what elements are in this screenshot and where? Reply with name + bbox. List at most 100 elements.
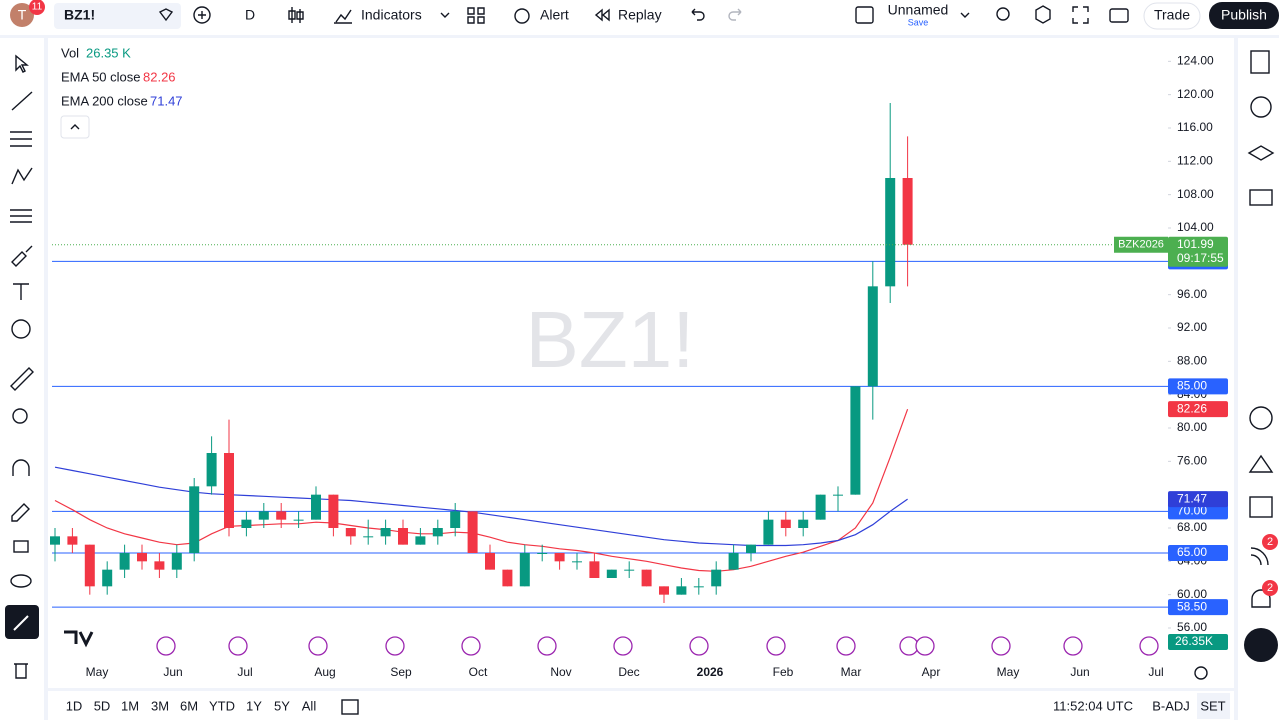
legend-vol-value: 26.35 K xyxy=(86,45,131,60)
candle-body xyxy=(415,536,426,545)
candle-body xyxy=(102,569,113,587)
fib-tool[interactable] xyxy=(10,131,32,147)
range-button[interactable]: 1Y xyxy=(246,698,262,713)
publish-button[interactable] xyxy=(1209,2,1279,29)
delete-tool[interactable] xyxy=(14,663,28,679)
candle-body xyxy=(502,569,513,587)
compare-icon[interactable] xyxy=(158,8,174,22)
price-badge xyxy=(1168,236,1228,267)
technicals[interactable] xyxy=(1249,406,1273,430)
dropdown[interactable] xyxy=(960,12,970,18)
notifications[interactable] xyxy=(1251,589,1271,608)
session-button[interactable] xyxy=(1197,693,1230,719)
range-button[interactable]: 1M xyxy=(121,698,139,713)
x-tick-label: Apr xyxy=(922,665,941,679)
chats[interactable] xyxy=(1249,189,1273,206)
candle-body xyxy=(50,536,60,545)
zoom-tool[interactable] xyxy=(12,408,28,424)
event-marker[interactable] xyxy=(461,636,481,656)
event-marker[interactable] xyxy=(1139,636,1159,656)
ruler-tool[interactable] xyxy=(10,367,34,391)
range-button[interactable]: All xyxy=(302,698,317,713)
fullscreen[interactable] xyxy=(1072,6,1089,24)
lock-tool[interactable] xyxy=(13,540,29,553)
pattern-tool[interactable] xyxy=(11,167,33,185)
candle-body xyxy=(572,561,582,563)
indicators[interactable]: Indicators xyxy=(361,7,422,23)
event-marker[interactable] xyxy=(915,636,935,656)
top-toolbar xyxy=(0,0,1279,35)
magnet-tool[interactable] xyxy=(12,459,30,476)
settings[interactable] xyxy=(1035,5,1051,24)
trading-panel[interactable] xyxy=(1248,454,1274,473)
add-symbol[interactable] xyxy=(193,6,211,24)
collapse-legend[interactable] xyxy=(60,115,90,139)
event-marker[interactable] xyxy=(689,636,709,656)
event-marker[interactable] xyxy=(899,636,919,656)
go-to-date[interactable] xyxy=(341,699,359,715)
candle-body xyxy=(850,386,861,495)
undo[interactable] xyxy=(691,8,705,21)
brush-tool[interactable] xyxy=(11,245,33,267)
chart-type[interactable] xyxy=(288,7,304,23)
x-tick-label: Jul xyxy=(237,665,252,679)
range-button[interactable]: 5D xyxy=(94,698,111,713)
candle-body xyxy=(224,453,234,528)
watchlist[interactable] xyxy=(1250,50,1270,74)
candle-body xyxy=(363,536,374,538)
projection-tool[interactable] xyxy=(10,209,32,223)
layout-name[interactable]: Unnamed xyxy=(888,2,949,18)
event-marker[interactable] xyxy=(228,636,248,656)
quick-search[interactable] xyxy=(996,7,1010,21)
candle-body xyxy=(537,553,548,554)
event-marker[interactable] xyxy=(1063,636,1083,656)
dropdown[interactable] xyxy=(440,12,450,18)
event-marker[interactable] xyxy=(537,636,557,656)
event-marker[interactable] xyxy=(308,636,328,656)
alert[interactable]: Alert xyxy=(540,7,569,23)
trade-button[interactable] xyxy=(1143,2,1201,30)
templates[interactable] xyxy=(467,7,485,24)
event-marker[interactable] xyxy=(766,636,786,656)
candle-body xyxy=(833,494,843,496)
candle-body xyxy=(780,519,791,528)
alerts-panel[interactable] xyxy=(1250,96,1272,118)
visibility-tool[interactable] xyxy=(10,574,32,588)
event-marker[interactable] xyxy=(156,636,176,656)
symbol-search[interactable] xyxy=(54,3,181,29)
event-marker[interactable] xyxy=(385,636,405,656)
calendar[interactable] xyxy=(1249,496,1273,518)
drawing-mode[interactable] xyxy=(11,503,30,522)
event-marker[interactable] xyxy=(836,636,856,656)
avatar[interactable] xyxy=(10,3,34,27)
cursor-tool[interactable] xyxy=(15,54,29,73)
adjustment[interactable]: B-ADJ xyxy=(1152,698,1190,713)
save[interactable]: Save xyxy=(908,17,929,27)
layout-icon[interactable] xyxy=(855,6,874,24)
candle-body xyxy=(380,528,391,537)
x-tick-label: Dec xyxy=(618,665,639,679)
event-marker[interactable] xyxy=(613,636,633,656)
interval[interactable]: D xyxy=(245,7,255,23)
axis-settings[interactable] xyxy=(1194,666,1208,680)
range-button[interactable]: 5Y xyxy=(274,698,290,713)
products-menu[interactable] xyxy=(1244,628,1278,662)
replay[interactable]: Replay xyxy=(618,7,662,23)
event-marker[interactable] xyxy=(991,636,1011,656)
volume-badge xyxy=(1168,634,1228,650)
price-badge-label: 101.99 xyxy=(1177,237,1214,251)
redo[interactable] xyxy=(728,8,742,21)
emoji-tool[interactable] xyxy=(11,319,31,339)
badge-count: 2 xyxy=(1267,582,1273,594)
right-sidebar xyxy=(1238,38,1279,720)
snapshot[interactable] xyxy=(1109,8,1129,23)
trend-line-tool[interactable] xyxy=(11,91,33,111)
range-button[interactable]: 6M xyxy=(180,698,198,713)
ideas-stream[interactable] xyxy=(1250,547,1269,566)
range-button[interactable]: 3M xyxy=(151,698,169,713)
range-button[interactable]: 1D xyxy=(66,698,83,713)
countdown: 09:17:55 xyxy=(1177,251,1224,265)
text-tool[interactable] xyxy=(13,283,29,300)
object-tree[interactable] xyxy=(1247,145,1275,161)
range-button[interactable]: YTD xyxy=(209,698,235,713)
